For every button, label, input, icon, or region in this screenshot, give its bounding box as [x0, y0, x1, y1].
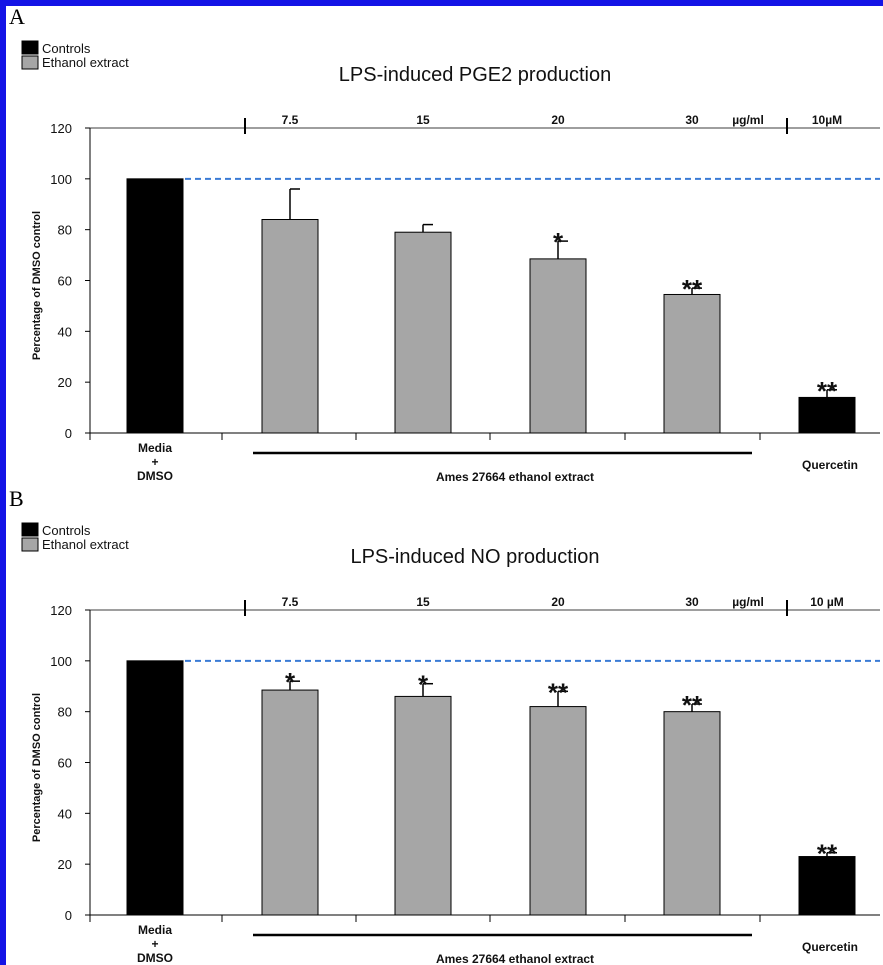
- bar: [261, 219, 319, 434]
- bar: [798, 396, 856, 434]
- legend-label-extract: Ethanol extract: [42, 55, 129, 70]
- bar: [663, 711, 721, 916]
- category-label-media: Media: [138, 441, 172, 455]
- panel-a: A Controls Ethanol extract LPS-induced PGE2…: [0, 0, 883, 482]
- y-tick-label: 0: [65, 908, 72, 923]
- legend-label-controls: Controls: [42, 41, 91, 56]
- category-label-quercetin: Quercetin: [802, 458, 858, 472]
- bar: [529, 706, 587, 916]
- panel-b: B Controls Ethanol extract LPS-induced NO p…: [0, 482, 883, 964]
- bar: [394, 695, 452, 916]
- significance-marker: **: [817, 839, 838, 869]
- bar: [126, 660, 184, 916]
- legend-swatch-extract: [21, 537, 39, 552]
- legend-label-extract: Ethanol extract: [42, 537, 129, 552]
- y-tick-label: 100: [50, 172, 72, 187]
- significance-marker: *: [553, 227, 564, 257]
- y-tick-label: 80: [58, 223, 72, 238]
- legend-label-controls: Controls: [42, 523, 91, 538]
- concentration-label: 20: [551, 113, 565, 127]
- significance-marker: *: [285, 667, 296, 697]
- y-tick-label: 20: [58, 857, 72, 872]
- chart-title: LPS-induced NO production: [350, 546, 599, 568]
- concentration-label: 15: [416, 113, 430, 127]
- panel-letter: B: [9, 486, 24, 511]
- bar: [798, 856, 856, 916]
- significance-marker: **: [817, 376, 838, 406]
- category-label-extract-group: Ames 27664 ethanol extract: [436, 470, 594, 482]
- concentration-label: µg/ml: [732, 113, 764, 127]
- frame-border-top: [0, 0, 883, 6]
- significance-marker: **: [682, 274, 703, 304]
- y-tick-label: 120: [50, 121, 72, 136]
- category-label-media: Media: [138, 923, 172, 937]
- legend-swatch-extract: [21, 55, 39, 70]
- y-tick-label: 40: [58, 806, 72, 821]
- significance-marker: **: [548, 677, 569, 707]
- y-tick-label: 120: [50, 603, 72, 618]
- y-tick-label: 40: [58, 324, 72, 339]
- y-tick-label: 60: [58, 274, 72, 289]
- concentration-label: 10µM: [812, 113, 842, 127]
- y-axis-label: Percentage of DMSO control: [31, 211, 43, 360]
- bar: [261, 689, 319, 916]
- concentration-label: 30: [685, 595, 699, 609]
- concentration-label: 20: [551, 595, 565, 609]
- y-axis-label: Percentage of DMSO control: [31, 693, 43, 842]
- concentration-label: 10 µM: [810, 595, 844, 609]
- bar: [529, 258, 587, 434]
- bar: [394, 231, 452, 434]
- concentration-label: µg/ml: [732, 595, 764, 609]
- y-tick-label: 20: [58, 375, 72, 390]
- y-tick-label: 100: [50, 654, 72, 669]
- significance-marker: *: [418, 670, 429, 700]
- category-label-plus: +: [151, 937, 158, 951]
- frame-border-left: [0, 0, 6, 965]
- category-label-quercetin: Quercetin: [802, 940, 858, 954]
- category-label-dmso: DMSO: [137, 469, 173, 482]
- legend-swatch-controls: [21, 522, 39, 537]
- concentration-label: 30: [685, 113, 699, 127]
- y-tick-label: 60: [58, 756, 72, 771]
- y-tick-label: 0: [65, 426, 72, 441]
- category-label-extract-group: Ames 27664 ethanol extract: [436, 952, 594, 964]
- category-label-plus: +: [151, 455, 158, 469]
- category-label-dmso: DMSO: [137, 951, 173, 964]
- bar: [663, 293, 721, 434]
- legend-swatch-controls: [21, 40, 39, 55]
- y-tick-label: 80: [58, 705, 72, 720]
- panel-letter: A: [9, 4, 25, 29]
- significance-marker: **: [682, 690, 703, 720]
- chart-title: LPS-induced PGE2 production: [339, 64, 611, 86]
- concentration-label: 7.5: [282, 595, 299, 609]
- concentration-label: 7.5: [282, 113, 299, 127]
- concentration-label: 15: [416, 595, 430, 609]
- bar: [126, 178, 184, 434]
